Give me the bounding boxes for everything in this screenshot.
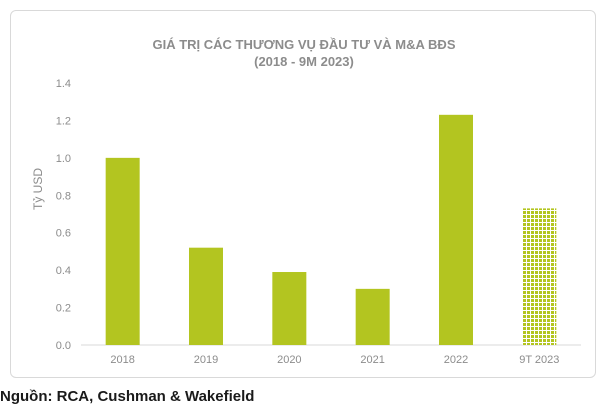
- source-note: Nguồn: RCA, Cushman & Wakefield: [0, 388, 255, 405]
- chart-card: GIÁ TRỊ CÁC THƯƠNG VỤ ĐẦU TƯ VÀ M&A BĐS …: [10, 10, 596, 378]
- bar-chart: GIÁ TRỊ CÁC THƯƠNG VỤ ĐẦU TƯ VÀ M&A BĐS …: [31, 37, 581, 366]
- bar-2022: [439, 114, 473, 345]
- x-tick-label: 2020: [277, 354, 301, 366]
- y-tick-label: 0.4: [56, 265, 71, 277]
- y-tick-label: 1.2: [56, 115, 71, 127]
- y-tick-label: 0.8: [56, 190, 71, 202]
- bar-2018: [105, 157, 140, 345]
- bar-9t-2023: [522, 208, 557, 345]
- x-tick-label: 2021: [360, 354, 384, 366]
- y-axis-label: Tỷ USD: [31, 168, 45, 210]
- y-tick-label: 0.0: [56, 340, 71, 352]
- x-tick-label: 2022: [444, 354, 468, 366]
- chart-title: GIÁ TRỊ CÁC THƯƠNG VỤ ĐẦU TƯ VÀ M&A BĐS: [152, 37, 455, 52]
- chart-subtitle: (2018 - 9M 2023): [254, 54, 354, 69]
- y-tick-label: 0.2: [56, 303, 71, 315]
- bar-2020: [272, 272, 307, 345]
- x-tick-label: 2018: [110, 354, 134, 366]
- x-tick-label: 9T 2023: [519, 354, 559, 366]
- bar-2019: [189, 247, 223, 345]
- x-tick-label: 2019: [194, 354, 218, 366]
- bar-2021: [355, 288, 390, 345]
- y-tick-label: 0.6: [56, 228, 71, 240]
- y-tick-label: 1.0: [56, 153, 71, 165]
- y-tick-label: 1.4: [56, 78, 71, 90]
